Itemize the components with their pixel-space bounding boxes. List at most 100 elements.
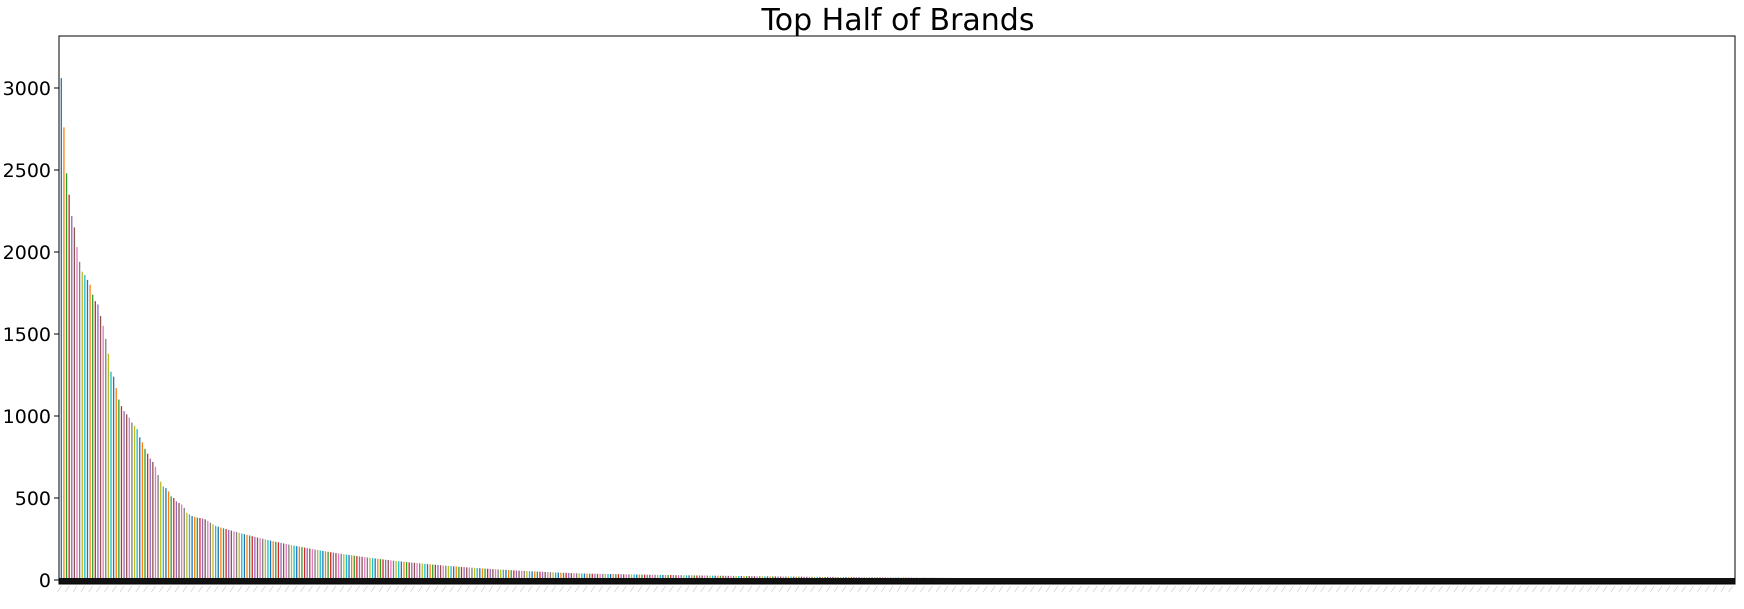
x-tick-label <box>1226 585 1231 593</box>
x-tick-label <box>1234 585 1239 593</box>
x-tick-label <box>818 585 823 593</box>
x-tick-label <box>488 585 494 593</box>
bar <box>92 294 94 580</box>
x-tick-label <box>127 585 133 593</box>
bar <box>165 488 167 580</box>
x-tick-label <box>708 585 713 593</box>
bar <box>630 574 633 580</box>
bar <box>484 568 486 580</box>
x-tick-label <box>1728 585 1733 593</box>
bar <box>97 304 99 580</box>
bar <box>180 504 183 580</box>
bar <box>188 514 191 580</box>
x-tick-label <box>308 585 313 593</box>
bar <box>358 556 361 580</box>
x-tick-label <box>174 585 180 593</box>
bar <box>706 575 709 580</box>
bar <box>555 572 557 580</box>
x-tick-label <box>1414 585 1419 593</box>
bar <box>86 279 89 580</box>
bar <box>136 429 138 580</box>
bar <box>327 551 329 580</box>
x-tick-label <box>1485 585 1490 593</box>
x-tick-label <box>1673 585 1678 593</box>
bar <box>199 518 201 580</box>
bar <box>243 534 246 580</box>
bar <box>439 565 442 580</box>
bar <box>167 491 170 580</box>
bar <box>225 529 227 580</box>
bar <box>196 517 198 580</box>
x-tick-label <box>394 585 399 593</box>
x-tick-label <box>245 585 250 593</box>
bar <box>528 571 531 580</box>
bar <box>468 567 470 580</box>
x-tick-label <box>794 585 800 593</box>
x-tick-label <box>1681 585 1686 593</box>
bar <box>505 569 507 580</box>
x-tick-label <box>1257 585 1263 593</box>
bar <box>460 566 463 580</box>
bar <box>78 261 81 580</box>
x-tick-label <box>1657 585 1663 593</box>
bar <box>76 247 78 580</box>
x-tick-label <box>371 585 376 593</box>
x-tick-label <box>512 585 517 593</box>
bar <box>450 566 452 580</box>
bar <box>217 526 219 580</box>
x-tick-label <box>975 585 980 593</box>
x-tick-label <box>316 585 321 593</box>
x-tick-label <box>865 585 870 593</box>
x-tick-label <box>1461 585 1467 593</box>
bar <box>311 549 314 580</box>
x-tick-label <box>1218 585 1223 593</box>
x-tick-label <box>1634 585 1639 593</box>
x-tick-label <box>998 585 1004 593</box>
x-tick-label <box>1595 585 1600 593</box>
x-tick-label <box>1438 585 1443 593</box>
x-tick-label <box>1061 585 1066 593</box>
bar <box>238 532 240 580</box>
x-tick-label <box>1697 585 1702 593</box>
bar <box>152 461 154 580</box>
x-tick-label <box>363 585 368 593</box>
x-tick-label <box>1069 585 1074 593</box>
x-tick-label <box>849 585 855 593</box>
x-tick-label <box>504 585 509 593</box>
bar <box>348 554 350 580</box>
x-tick-label <box>1351 585 1357 593</box>
x-tick-label <box>418 585 423 593</box>
x-tick-label <box>292 585 297 593</box>
x-tick-label <box>1179 585 1184 593</box>
x-tick-label <box>119 585 125 593</box>
bar <box>214 525 217 580</box>
x-tick-label <box>724 585 729 593</box>
bar <box>371 558 374 580</box>
x-tick-label <box>983 585 988 593</box>
x-tick-label <box>527 585 533 593</box>
x-tick-label <box>1242 585 1247 593</box>
y-tick-label: 3000 <box>3 78 51 100</box>
bar <box>526 571 528 580</box>
bar <box>552 572 554 580</box>
bar <box>586 573 588 580</box>
x-tick-label <box>1273 585 1278 593</box>
x-tick-label <box>739 585 745 593</box>
bar <box>725 575 727 580</box>
bar <box>361 556 363 580</box>
x-tick-label <box>535 585 541 593</box>
bar <box>191 516 193 580</box>
x-tick-label <box>520 585 525 593</box>
x-tick-label <box>551 585 556 593</box>
x-tick-label <box>943 585 949 593</box>
bar <box>494 569 497 580</box>
bar <box>408 562 410 580</box>
bar <box>405 562 408 580</box>
x-tick-label <box>1171 585 1176 593</box>
bar <box>719 575 722 580</box>
x-tick-label <box>582 585 588 593</box>
x-tick-label <box>669 585 674 593</box>
x-tick-label <box>614 585 619 593</box>
bar <box>445 565 447 580</box>
bar <box>395 560 397 580</box>
